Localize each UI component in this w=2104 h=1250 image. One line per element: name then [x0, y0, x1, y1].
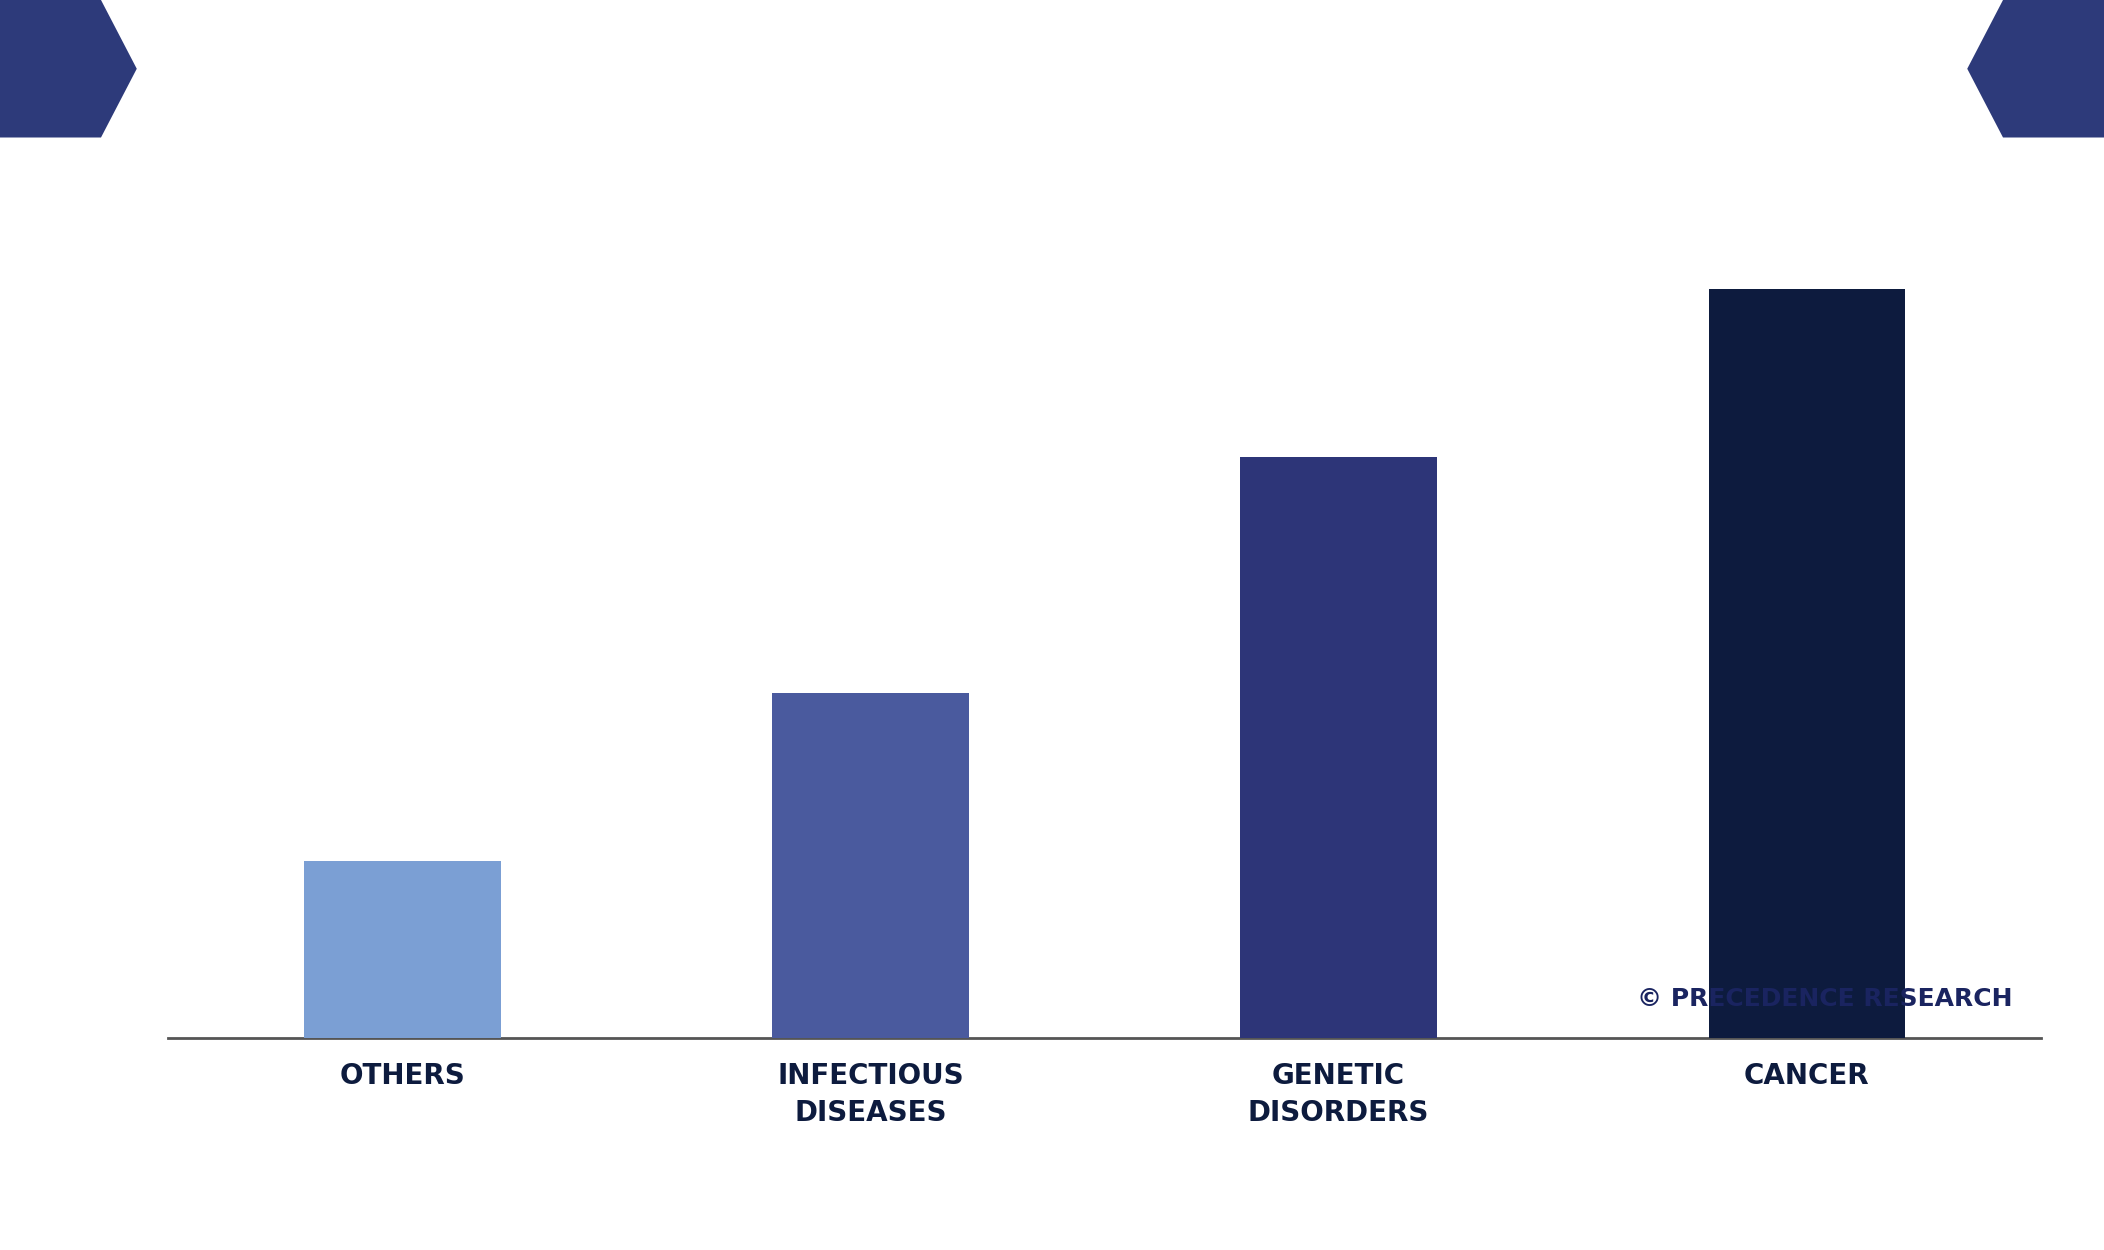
Bar: [1708, 289, 1904, 1038]
Bar: [305, 861, 501, 1038]
Polygon shape: [1967, 0, 2104, 138]
Polygon shape: [0, 0, 137, 138]
Bar: [1241, 458, 1437, 1038]
Bar: [772, 693, 968, 1038]
Text: © PRECEDENCE RESEARCH: © PRECEDENCE RESEARCH: [1637, 988, 2014, 1011]
Text: VIRAL VECTORS AND PLASMID DNA MANUFACTURING MARKET SHARE, BY DISEASE, 2020 (%): VIRAL VECTORS AND PLASMID DNA MANUFACTUR…: [72, 51, 2032, 86]
